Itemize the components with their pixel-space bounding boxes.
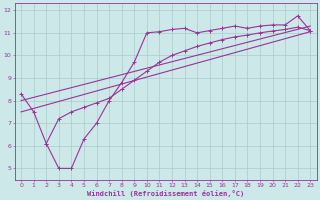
X-axis label: Windchill (Refroidissement éolien,°C): Windchill (Refroidissement éolien,°C) <box>87 190 244 197</box>
